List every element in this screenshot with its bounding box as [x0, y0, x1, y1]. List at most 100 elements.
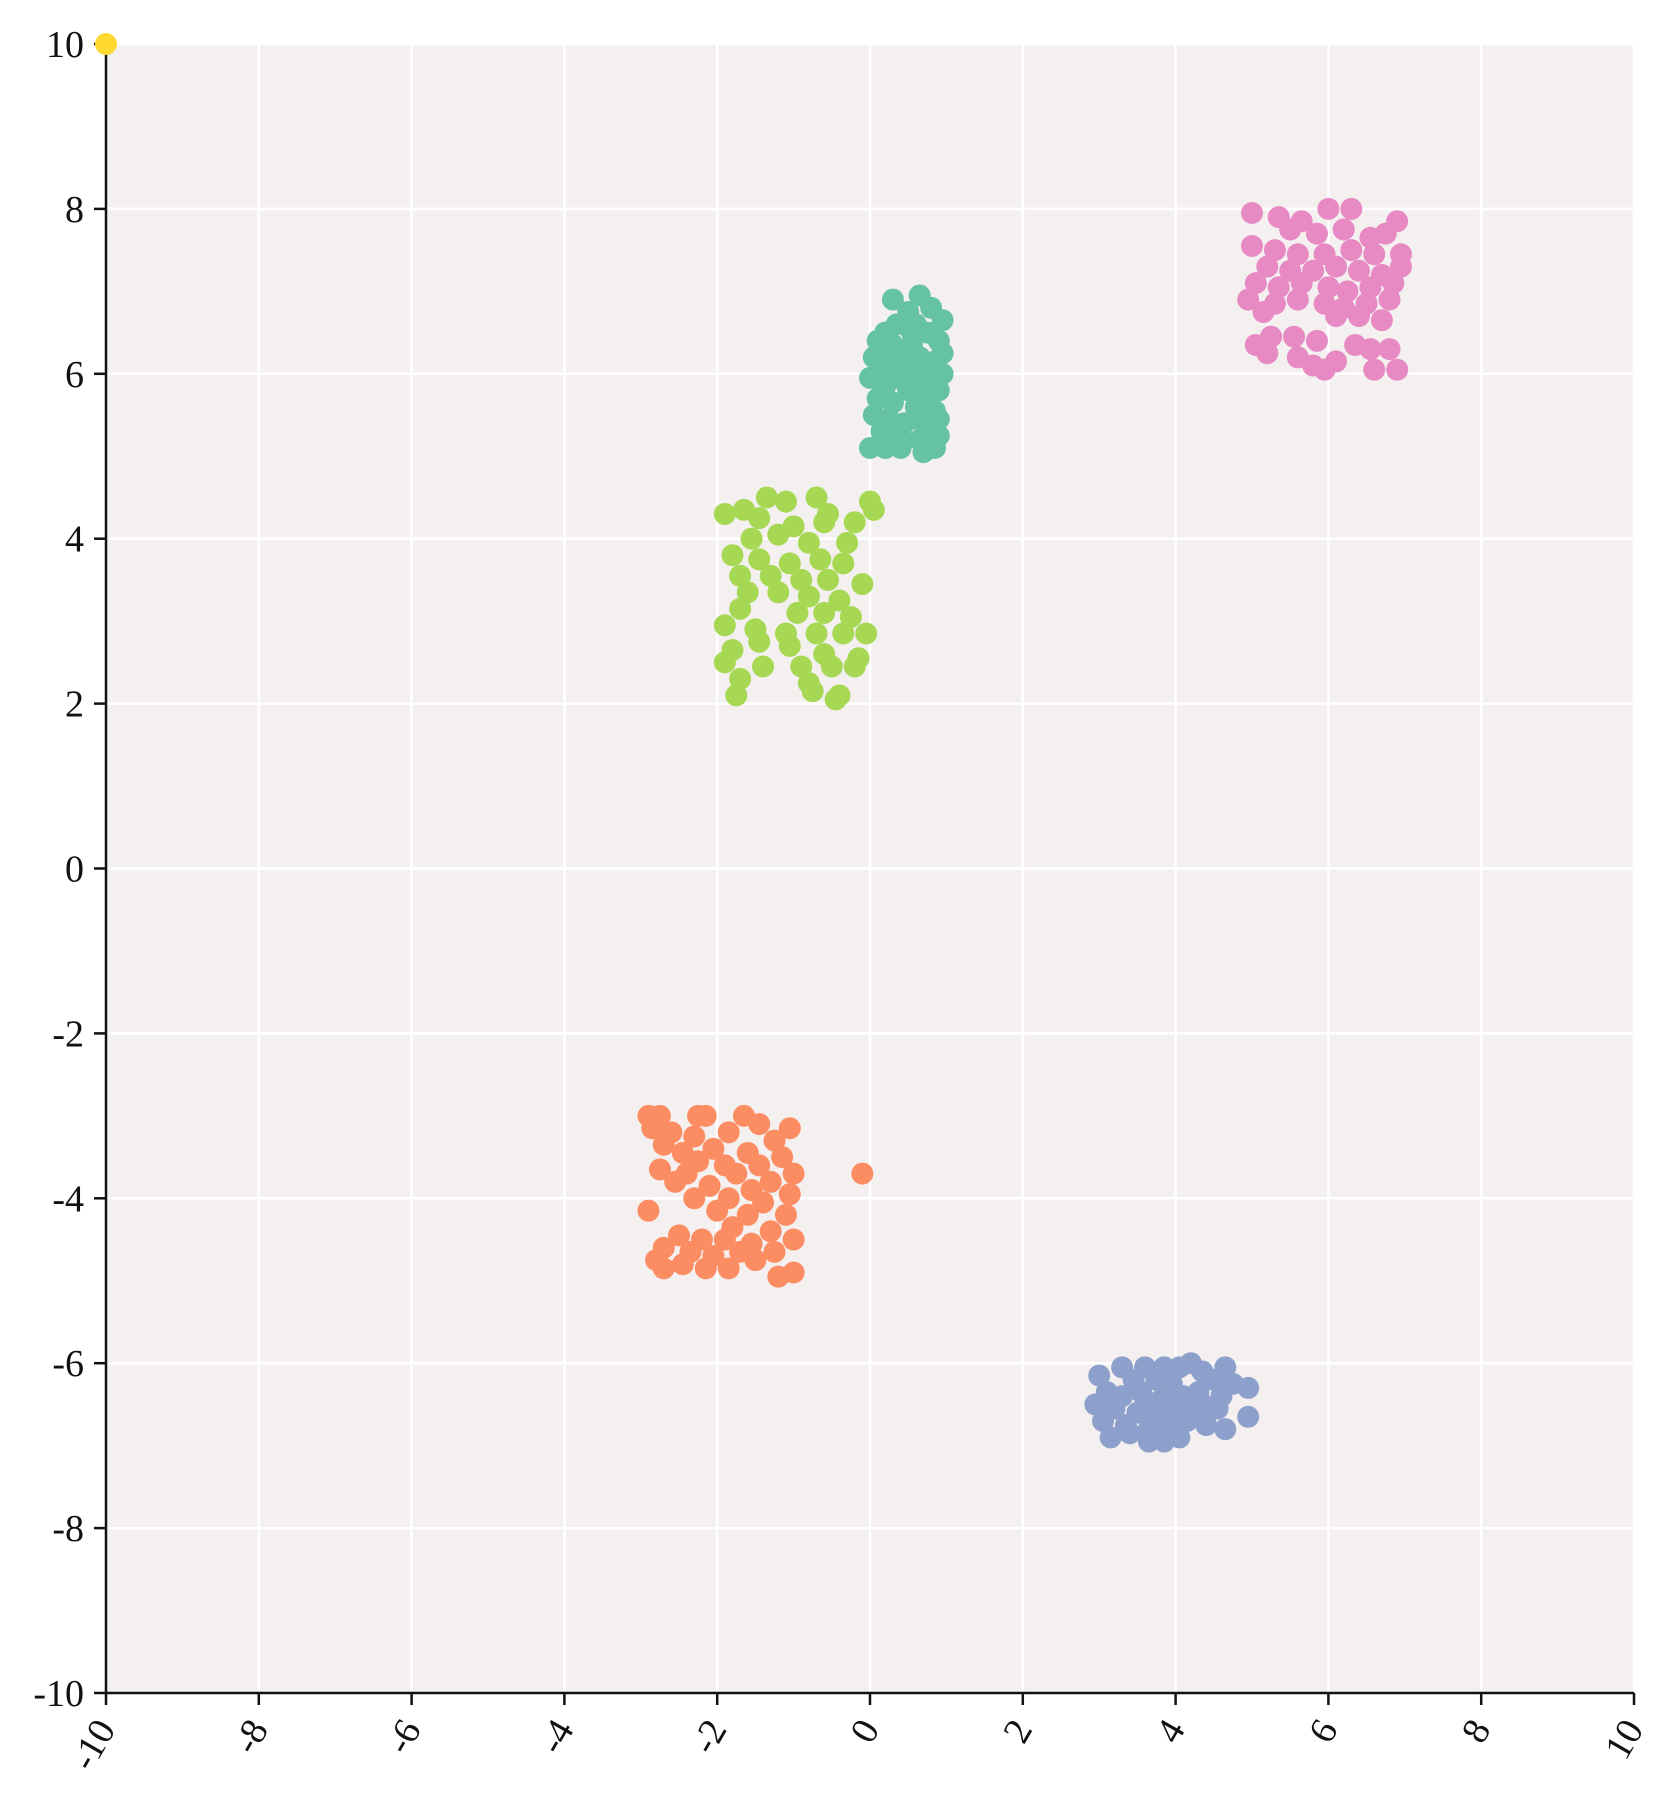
- data-point: [855, 622, 878, 645]
- series-5: [95, 33, 117, 55]
- data-point: [1263, 239, 1286, 262]
- x-tick-label: 0: [842, 1713, 888, 1750]
- data-point: [1340, 197, 1363, 220]
- y-tick-label: 8: [65, 189, 84, 231]
- data-point: [901, 333, 924, 356]
- y-tick-label: 2: [65, 684, 84, 726]
- data-point: [1283, 325, 1306, 348]
- data-point: [740, 527, 763, 550]
- data-point: [683, 1125, 706, 1148]
- data-point: [805, 486, 828, 509]
- data-point: [813, 511, 836, 534]
- data-point: [1256, 255, 1279, 278]
- x-tick-label: 6: [1301, 1713, 1347, 1750]
- data-point: [851, 1162, 874, 1185]
- data-point: [1279, 218, 1302, 241]
- data-point: [790, 655, 813, 678]
- data-point: [637, 1199, 660, 1222]
- data-point: [648, 1158, 671, 1181]
- data-point: [759, 1170, 782, 1193]
- data-point: [1305, 222, 1328, 245]
- data-point: [859, 437, 881, 460]
- data-point: [668, 1224, 690, 1247]
- data-point: [778, 1183, 801, 1206]
- data-point: [1137, 1430, 1160, 1453]
- data-point: [729, 597, 752, 620]
- data-point: [778, 634, 801, 657]
- data-point: [763, 1240, 786, 1263]
- data-point: [1237, 1376, 1260, 1399]
- data-point: [885, 366, 908, 389]
- data-point: [916, 387, 939, 410]
- data-point: [1237, 288, 1260, 311]
- data-point: [748, 1113, 771, 1136]
- data-point: [683, 1187, 706, 1210]
- series-0: [859, 284, 954, 464]
- x-tick-label: -10: [62, 1713, 124, 1778]
- data-points: [95, 33, 1412, 1453]
- data-point: [931, 342, 954, 365]
- data-point: [771, 1146, 794, 1169]
- data-point: [786, 601, 809, 624]
- data-point: [652, 1257, 675, 1280]
- x-tick-label: -8: [225, 1713, 277, 1761]
- y-tick-label: 6: [65, 354, 84, 396]
- data-point: [874, 437, 897, 460]
- x-tick-label: -4: [530, 1713, 582, 1761]
- data-point: [1092, 1409, 1115, 1432]
- data-point: [881, 288, 904, 311]
- data-point: [851, 573, 874, 596]
- data-point: [1359, 338, 1382, 361]
- data-point: [641, 1117, 664, 1140]
- data-point: [1325, 255, 1348, 278]
- data-point: [755, 486, 778, 509]
- data-point: [721, 544, 744, 567]
- data-point: [1317, 276, 1340, 299]
- data-point: [881, 391, 904, 414]
- data-point: [889, 437, 912, 460]
- data-point: [1325, 305, 1348, 328]
- data-point: [1332, 218, 1355, 241]
- data-point: [1363, 243, 1386, 266]
- data-point: [836, 531, 859, 554]
- x-tick-label: -6: [378, 1713, 430, 1761]
- data-point: [1256, 342, 1279, 365]
- data-point: [927, 408, 950, 431]
- data-point: [782, 1261, 805, 1284]
- data-point: [729, 667, 752, 690]
- data-point: [1363, 358, 1386, 381]
- data-point: [778, 1117, 801, 1140]
- data-point: [713, 502, 736, 525]
- x-tick-label: 10: [1597, 1713, 1652, 1767]
- data-point: [1191, 1393, 1214, 1416]
- data-point: [759, 564, 782, 587]
- x-tick-label: 8: [1454, 1713, 1500, 1750]
- data-point: [1260, 325, 1283, 348]
- series-1: [637, 1104, 874, 1288]
- data-point: [1382, 272, 1405, 295]
- data-point: [809, 548, 832, 571]
- data-point: [652, 1133, 675, 1156]
- data-point: [1267, 276, 1290, 299]
- data-point: [828, 684, 851, 707]
- data-point: [759, 1220, 782, 1243]
- data-point: [713, 1228, 736, 1251]
- y-tick-label: -4: [52, 1178, 84, 1220]
- y-tick-label: -2: [52, 1013, 84, 1055]
- data-point: [1241, 202, 1263, 225]
- data-point: [843, 511, 866, 534]
- data-point: [1325, 350, 1348, 373]
- data-point: [1214, 1418, 1237, 1441]
- data-point: [1340, 239, 1363, 262]
- data-point: [1088, 1364, 1111, 1387]
- data-point: [774, 490, 797, 513]
- data-point: [874, 321, 897, 344]
- data-point: [820, 655, 843, 678]
- data-point: [671, 1253, 694, 1276]
- x-tick-label: 2: [995, 1713, 1041, 1750]
- data-point: [797, 585, 820, 608]
- data-point: [832, 622, 855, 645]
- y-tick-label: -6: [52, 1343, 84, 1385]
